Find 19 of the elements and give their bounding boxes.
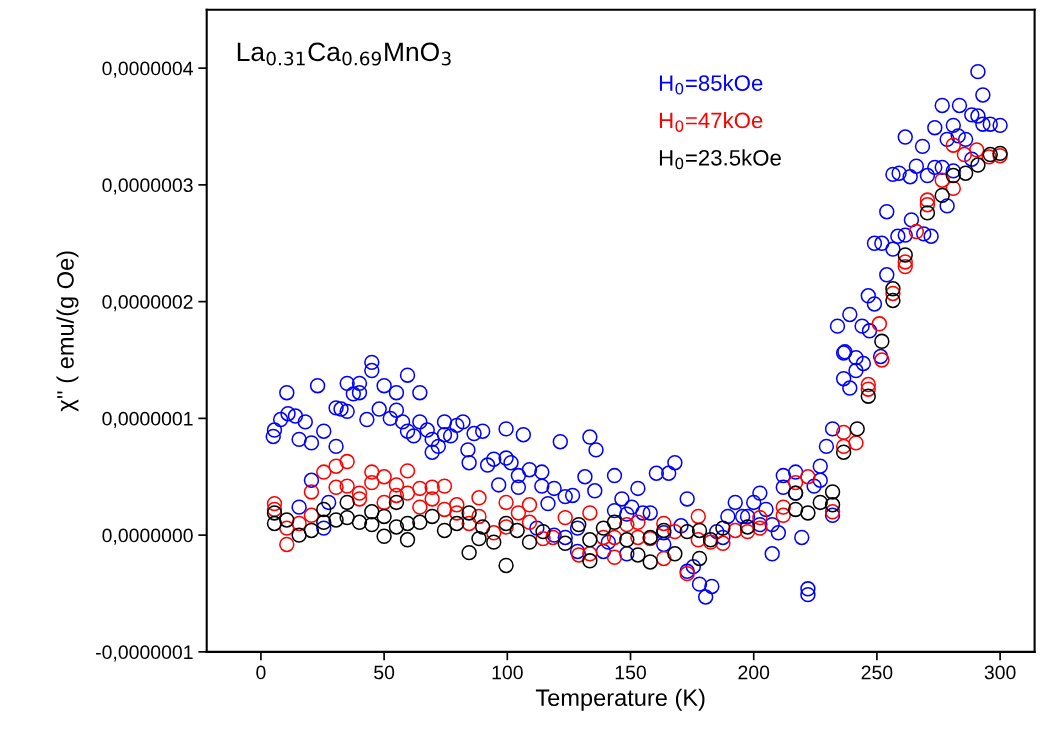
x-tick-label: 100 [492, 665, 523, 680]
x-tick-label: 0 [256, 665, 266, 680]
text: H$_{0}$=23.5kOe [659, 149, 781, 170]
y-axis-title: χ'' ( emu/(g Oe) [56, 251, 79, 412]
x-tick-label: 250 [861, 665, 893, 680]
y-tick-label: 0,0000003 [102, 178, 193, 195]
y-tick-label: 0,0000000 [102, 528, 193, 545]
x-tick-label: 150 [615, 665, 646, 680]
y-tick-label: 0,0000002 [102, 295, 193, 312]
y-tick-label: -0,0000001 [96, 645, 193, 662]
text: H$_{0}$=47kOe [659, 111, 763, 132]
y-tick-label: 0,0000001 [102, 411, 193, 428]
text: H$_{0}$=85kOe [659, 74, 763, 95]
x-tick-label: 300 [984, 665, 1016, 680]
annotation: La$_{0.31}$Ca$_{0.69}$MnO$_{3}$ [237, 42, 451, 66]
y-tick-label: 0,0000004 [102, 61, 193, 78]
x-tick-label: 50 [374, 665, 395, 680]
x-axis-title: Temperature (K) [535, 688, 705, 711]
x-tick-label: 200 [738, 665, 770, 680]
